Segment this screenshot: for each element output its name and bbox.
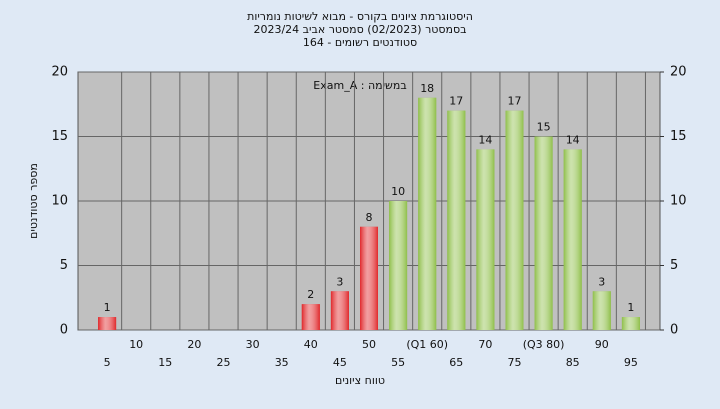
data-label: 3 bbox=[598, 275, 605, 288]
bar bbox=[592, 291, 611, 330]
bar bbox=[447, 110, 466, 330]
x-tick-label: 40 bbox=[304, 338, 318, 351]
y-axis-label: מספר סטודנטים bbox=[27, 163, 40, 239]
data-label: 14 bbox=[566, 133, 580, 146]
bar bbox=[301, 304, 320, 330]
data-label: 1 bbox=[627, 301, 634, 314]
x-tick-label: (Q3 80) bbox=[523, 338, 565, 351]
y2-tick-label: 5 bbox=[670, 258, 678, 273]
bar bbox=[505, 110, 524, 330]
x-tick-label: 65 bbox=[449, 356, 463, 369]
chart-subtitle: בסמסטר (02/2023) סמסטר אביב 2023/24 bbox=[253, 23, 466, 36]
annotation: Exam_A : במשימה bbox=[313, 79, 406, 92]
chart-title: היסטוגרמת ציונים בקורס - מבוא לשיטות נומ… bbox=[247, 10, 473, 23]
data-label: 18 bbox=[420, 82, 434, 95]
x-tick-label: 85 bbox=[566, 356, 580, 369]
data-label: 17 bbox=[508, 95, 522, 108]
x-tick-label: 55 bbox=[391, 356, 405, 369]
y-tick-label: 5 bbox=[60, 258, 68, 273]
y2-tick-label: 10 bbox=[670, 194, 687, 209]
bar bbox=[360, 226, 378, 330]
y-tick-label: 20 bbox=[51, 65, 68, 80]
x-tick-label: 25 bbox=[217, 356, 231, 369]
data-label: 17 bbox=[449, 95, 463, 108]
bar bbox=[98, 317, 117, 330]
x-tick-label: 45 bbox=[333, 356, 347, 369]
bar bbox=[330, 291, 349, 330]
x-tick-label: 90 bbox=[595, 338, 609, 351]
data-label: 8 bbox=[366, 211, 373, 224]
data-label: 1 bbox=[104, 301, 111, 314]
x-tick-label: 10 bbox=[129, 338, 143, 351]
chart-subtitle: סטודנטים רשומים - 164 bbox=[303, 36, 417, 49]
bar bbox=[534, 136, 553, 330]
x-tick-label: 70 bbox=[478, 338, 492, 351]
data-label: 14 bbox=[478, 133, 492, 146]
x-tick-label: 35 bbox=[275, 356, 289, 369]
data-label: 15 bbox=[537, 121, 551, 134]
bar bbox=[418, 97, 437, 330]
data-label: 2 bbox=[307, 288, 314, 301]
data-label: 10 bbox=[391, 185, 405, 198]
y2-tick-label: 15 bbox=[670, 129, 687, 144]
x-axis-label: טווח ציונים bbox=[335, 374, 385, 387]
x-tick-label: 30 bbox=[246, 338, 260, 351]
x-tick-label: 75 bbox=[508, 356, 522, 369]
x-tick-label: 20 bbox=[187, 338, 201, 351]
bar bbox=[476, 149, 495, 330]
y2-tick-label: 0 bbox=[670, 323, 678, 338]
x-tick-label: 15 bbox=[158, 356, 172, 369]
x-tick-label: (Q1 60) bbox=[406, 338, 448, 351]
y-tick-label: 15 bbox=[51, 129, 68, 144]
x-tick-label: 50 bbox=[362, 338, 376, 351]
bar bbox=[389, 201, 408, 330]
bar bbox=[563, 149, 582, 330]
bar bbox=[621, 317, 640, 330]
y2-tick-label: 20 bbox=[670, 65, 687, 80]
y-tick-label: 0 bbox=[60, 323, 68, 338]
x-tick-label: 95 bbox=[624, 356, 638, 369]
x-tick-label: 5 bbox=[104, 356, 111, 369]
y-tick-label: 10 bbox=[51, 194, 68, 209]
data-label: 3 bbox=[336, 275, 343, 288]
